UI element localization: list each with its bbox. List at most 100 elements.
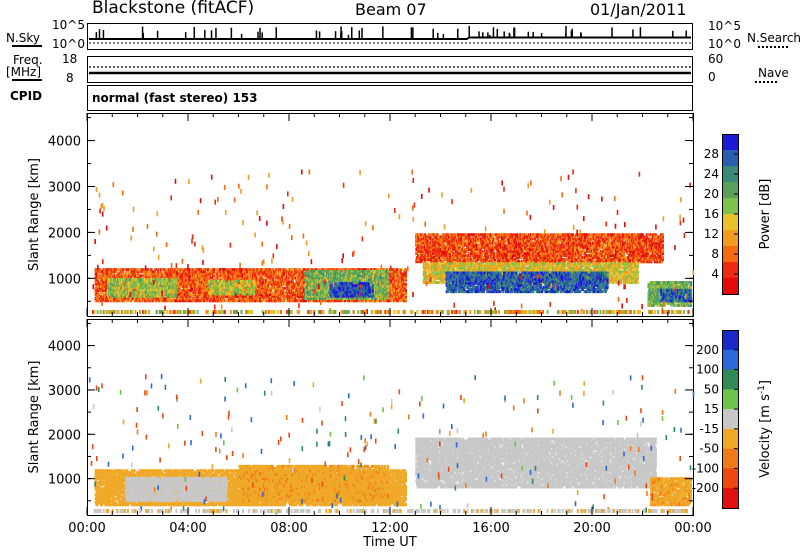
data-cell bbox=[265, 278, 268, 282]
data-cell bbox=[290, 297, 293, 301]
data-cell bbox=[216, 274, 219, 278]
data-cell bbox=[157, 272, 160, 276]
data-cell bbox=[217, 270, 220, 274]
data-cell bbox=[229, 270, 232, 274]
data-cell bbox=[291, 288, 294, 292]
data-cell bbox=[190, 268, 193, 272]
data-cell bbox=[134, 272, 137, 276]
data-cell bbox=[265, 282, 268, 286]
data-cell bbox=[257, 288, 260, 292]
data-cell bbox=[205, 278, 209, 282]
data-cell bbox=[284, 280, 287, 284]
data-cell bbox=[176, 280, 179, 284]
data-cell bbox=[116, 272, 119, 276]
data-cell bbox=[140, 270, 143, 274]
data-cell bbox=[270, 276, 273, 280]
data-cell bbox=[256, 299, 259, 303]
data-cell bbox=[289, 274, 293, 278]
data-cell bbox=[211, 270, 214, 274]
data-cell bbox=[127, 276, 130, 280]
data-cell bbox=[266, 272, 269, 276]
data-cell bbox=[338, 268, 341, 272]
data-cell bbox=[274, 293, 277, 296]
data-cell bbox=[286, 284, 289, 288]
data-cell bbox=[105, 299, 108, 303]
data-cell bbox=[266, 293, 270, 296]
data-cell bbox=[355, 282, 358, 286]
data-cell bbox=[187, 282, 190, 286]
data-cell bbox=[261, 280, 264, 284]
data-cell bbox=[114, 270, 118, 274]
data-cell bbox=[161, 297, 164, 301]
data-cell bbox=[204, 274, 207, 278]
data-cell bbox=[178, 286, 181, 290]
data-cell bbox=[124, 268, 127, 272]
data-cell bbox=[94, 286, 97, 290]
data-cell bbox=[118, 284, 121, 288]
freq-underline bbox=[12, 79, 42, 81]
nsearch-dots bbox=[758, 46, 788, 48]
data-cell bbox=[219, 299, 222, 303]
data-cell bbox=[166, 299, 169, 303]
data-cell bbox=[273, 284, 276, 288]
data-cell bbox=[265, 293, 268, 296]
data-cell bbox=[267, 276, 270, 280]
data-cell bbox=[98, 293, 101, 296]
data-cell bbox=[181, 280, 184, 284]
data-cell bbox=[196, 297, 199, 301]
station-title: Blackstone (fitACF) bbox=[92, 0, 254, 18]
data-cell bbox=[94, 282, 97, 286]
data-cell bbox=[298, 268, 301, 272]
data-cell bbox=[326, 268, 329, 272]
data-cell bbox=[281, 270, 284, 274]
data-cell bbox=[293, 295, 296, 299]
data-cell bbox=[280, 288, 283, 292]
data-cell bbox=[291, 278, 294, 282]
data-cell bbox=[168, 297, 171, 301]
data-cell bbox=[260, 276, 263, 280]
data-cell bbox=[227, 274, 230, 278]
data-cell bbox=[246, 293, 249, 296]
data-cell bbox=[268, 272, 271, 276]
data-cell bbox=[234, 272, 237, 276]
data-cell bbox=[104, 293, 107, 296]
data-cell bbox=[199, 299, 202, 303]
freq-label: Freq. bbox=[13, 53, 43, 67]
data-cell bbox=[254, 274, 257, 278]
data-cell bbox=[165, 274, 168, 278]
data-cell bbox=[107, 268, 110, 272]
data-cell bbox=[215, 295, 218, 299]
data-cell bbox=[238, 274, 241, 278]
data-cell bbox=[303, 268, 306, 272]
data-cell bbox=[176, 272, 179, 276]
data-cell bbox=[174, 284, 177, 288]
data-cell bbox=[231, 276, 234, 280]
data-cell bbox=[257, 286, 260, 290]
data-cell bbox=[269, 297, 272, 301]
data-cell bbox=[162, 295, 165, 299]
data-cell bbox=[104, 295, 107, 299]
data-cell bbox=[197, 286, 200, 290]
data-cell bbox=[101, 297, 104, 301]
data-cell bbox=[303, 274, 306, 278]
data-cell bbox=[190, 297, 194, 301]
data-cell bbox=[137, 270, 140, 274]
data-cell bbox=[279, 274, 282, 278]
data-cell bbox=[154, 272, 157, 276]
data-cell bbox=[133, 297, 136, 301]
data-cell bbox=[122, 270, 125, 274]
data-cell bbox=[260, 278, 263, 282]
data-cell bbox=[281, 268, 284, 272]
data-cell bbox=[257, 276, 260, 280]
data-cell bbox=[404, 288, 407, 292]
data-cell bbox=[135, 268, 138, 272]
data-cell bbox=[129, 299, 133, 303]
data-cell bbox=[269, 293, 272, 296]
data-cell bbox=[283, 297, 286, 301]
data-cell bbox=[236, 274, 240, 278]
data-cell bbox=[262, 286, 265, 290]
data-cell bbox=[165, 270, 168, 274]
data-cell bbox=[297, 274, 300, 278]
data-cell bbox=[227, 270, 230, 274]
